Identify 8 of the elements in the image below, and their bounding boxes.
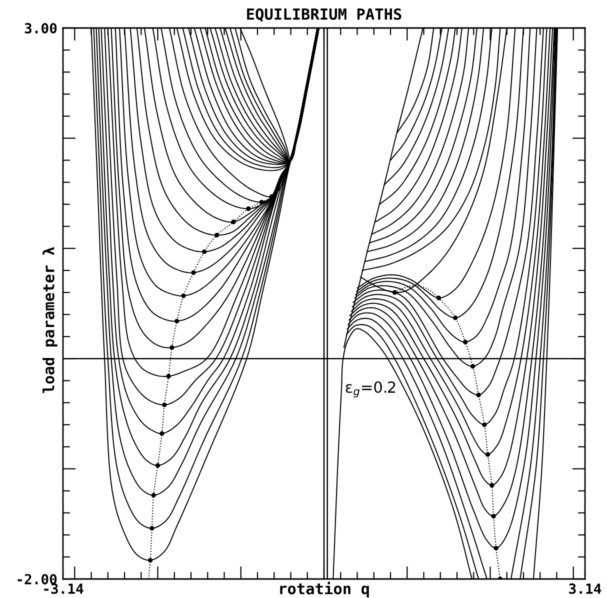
y-tick-label: 3.00 [24, 22, 57, 34]
chart-title: EQUILIBRIUM PATHS [247, 8, 402, 22]
x-tick-label: 3.14 [569, 583, 602, 594]
y-tick-label: -2.00 [18, 574, 57, 584]
x-axis-title: rotation q [280, 582, 369, 598]
annotation: ε$_{g}$=0.2 [346, 381, 396, 398]
y-axis-title: load parameter λ [42, 247, 58, 393]
x-tick-label: -3.14 [44, 583, 84, 594]
